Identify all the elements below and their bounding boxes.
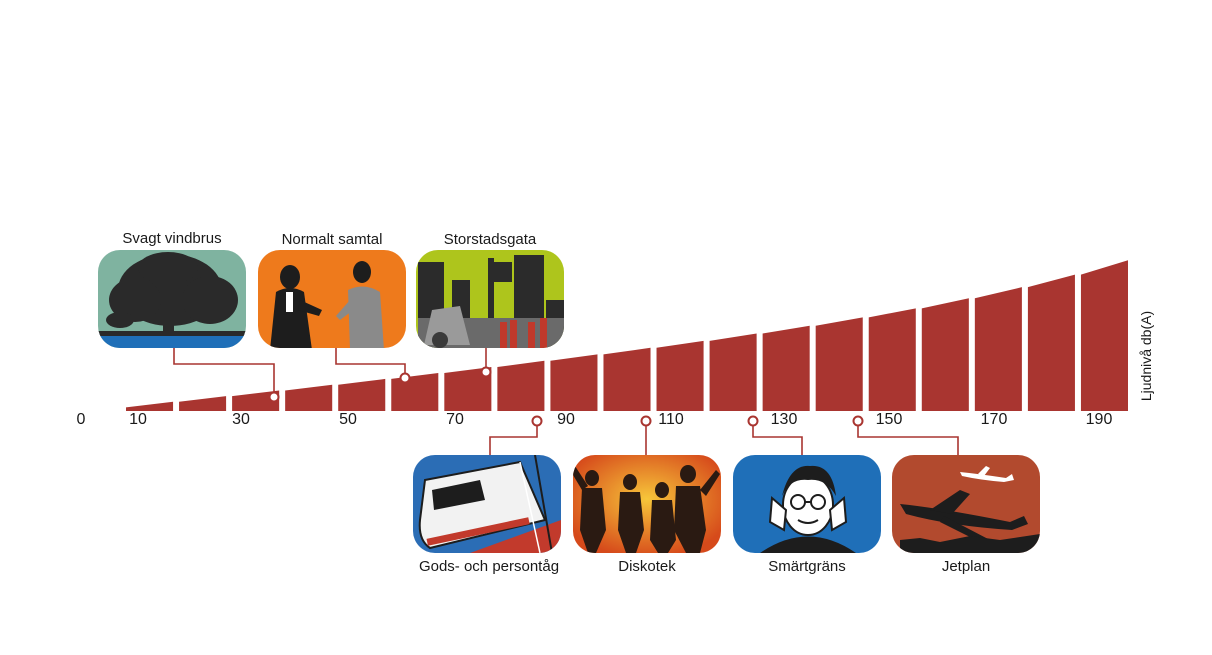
level-bar — [444, 366, 492, 411]
train-illustration — [413, 455, 561, 553]
level-bar — [232, 390, 280, 411]
axis-title: Ljudnivå db(A) — [1138, 310, 1154, 402]
tick-label: 130 — [770, 411, 798, 428]
tick-label: 170 — [980, 411, 1008, 428]
level-bar — [815, 317, 863, 411]
level-bar — [550, 354, 598, 411]
conversation-illustration — [258, 250, 406, 348]
level-bar — [126, 401, 174, 411]
tick-label: 50 — [339, 411, 357, 428]
level-bar — [709, 333, 757, 411]
tick-label: 70 — [446, 411, 464, 428]
level-bar — [391, 373, 439, 411]
tick-label: 0 — [76, 411, 86, 428]
label-weak-wind: Svagt vindbrus — [122, 230, 222, 247]
label-jet-plane: Jetplan — [941, 558, 991, 575]
tick-label: 10 — [129, 411, 147, 428]
disco-illustration — [573, 455, 721, 553]
level-bar — [179, 396, 227, 411]
tick-label: 190 — [1085, 411, 1113, 428]
jet-plane-illustration — [892, 455, 1040, 553]
tick-label: 110 — [658, 411, 684, 428]
level-bar — [1080, 260, 1128, 411]
city-street-illustration — [416, 250, 564, 348]
label-city-street: Storstadsgata — [443, 231, 537, 248]
label-discotheque: Diskotek — [618, 558, 676, 575]
label-trains: Gods- och persontåg — [418, 558, 560, 575]
leader-lines — [173, 348, 959, 455]
bar-staircase — [126, 260, 1128, 411]
level-bar — [603, 347, 651, 411]
level-bar — [497, 360, 545, 411]
level-bar — [1027, 274, 1075, 411]
tick-label: 90 — [557, 411, 575, 428]
level-bar — [338, 378, 386, 411]
tick-label: 30 — [232, 411, 250, 428]
level-bar — [656, 340, 704, 411]
tick-label: 150 — [875, 411, 903, 428]
pain-threshold-illustration — [733, 455, 881, 553]
level-bar — [868, 308, 916, 411]
level-bar — [762, 325, 810, 411]
label-pain-threshold: Smärtgräns — [768, 558, 846, 575]
level-bar — [974, 287, 1022, 411]
label-normal-conversation: Normalt samtal — [281, 231, 383, 248]
tree-illustration — [98, 250, 246, 348]
level-bar — [285, 384, 333, 411]
level-bar — [921, 298, 969, 411]
jet-bg — [892, 455, 1040, 553]
leader-dots — [268, 366, 864, 427]
